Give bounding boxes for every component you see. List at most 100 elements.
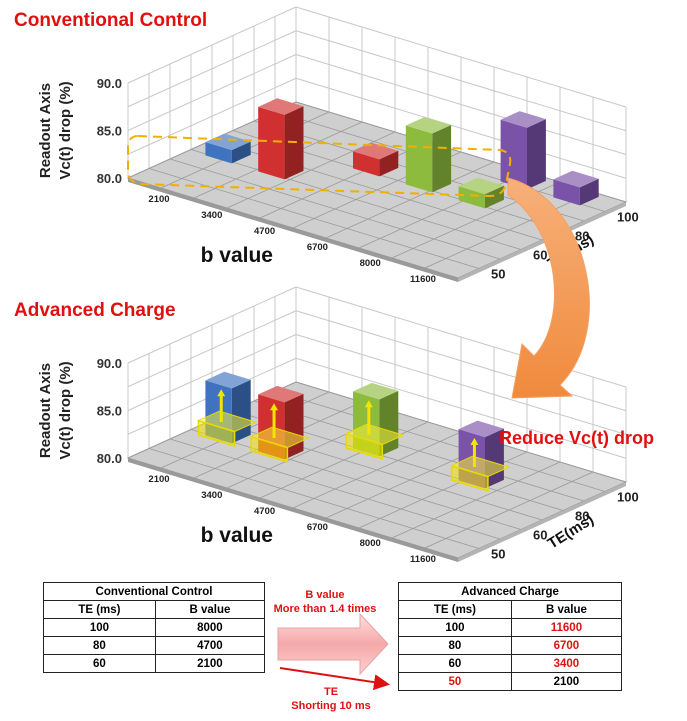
floor-gridline bbox=[148, 448, 480, 549]
z-tick-label: 50 bbox=[491, 267, 505, 282]
increase-arrowhead-icon bbox=[217, 389, 226, 397]
floor-edge bbox=[458, 202, 626, 282]
bar-front bbox=[205, 142, 232, 164]
bar bbox=[196, 371, 258, 447]
floor-gridline bbox=[190, 429, 522, 530]
bar-side bbox=[527, 119, 546, 190]
x-axis-title: b value bbox=[201, 244, 273, 267]
x-tick-label: 3400 bbox=[201, 490, 222, 501]
z-tick-label: 100 bbox=[617, 490, 639, 505]
y-tick-label: 80.0 bbox=[97, 171, 122, 186]
floor-gridline bbox=[148, 168, 480, 269]
floor-edge bbox=[128, 178, 458, 282]
advanced-b-cell: 6700 bbox=[510, 636, 623, 655]
x-tick-label: 6700 bbox=[307, 522, 328, 533]
bar-top bbox=[205, 133, 251, 151]
table-row: 80 6700 bbox=[398, 636, 623, 655]
y-tick-label: 90.0 bbox=[97, 356, 122, 371]
bar bbox=[205, 133, 251, 164]
floor-gridline bbox=[169, 158, 501, 260]
bar-top bbox=[353, 142, 399, 160]
conventional-table: Conventional Control TE (ms) B value 100… bbox=[43, 582, 266, 673]
x-tick-label: 11600 bbox=[410, 274, 436, 285]
back-wall-gridline bbox=[295, 54, 627, 155]
bar-side bbox=[432, 125, 452, 193]
chart-annotations bbox=[127, 134, 590, 399]
bvalue-note: B value More than 1.4 times bbox=[262, 588, 388, 616]
chart2-title: Advanced Charge bbox=[14, 300, 176, 321]
x-tick-label: 8000 bbox=[360, 538, 381, 549]
chart2: 80.0 85.0 90.0 Readout Axis Vc(t) drop (%) 21… bbox=[37, 286, 639, 565]
bar bbox=[405, 117, 452, 193]
baseline-highlight-top bbox=[196, 410, 258, 433]
bar-top bbox=[258, 385, 304, 403]
conventional-b-cell: 2100 bbox=[154, 654, 266, 673]
bar-side bbox=[379, 150, 399, 177]
advanced-te-cell: 50 bbox=[398, 672, 512, 691]
z-tick-label: 50 bbox=[491, 547, 505, 562]
bar bbox=[450, 420, 511, 492]
bar-top bbox=[553, 170, 599, 188]
z-tick-label: 60 bbox=[533, 528, 547, 543]
z-tick-label: 60 bbox=[533, 248, 547, 263]
back-wall-gridline bbox=[295, 77, 627, 179]
advanced-te-cell: 100 bbox=[398, 618, 512, 637]
conventional-col-te: TE (ms) bbox=[43, 600, 156, 619]
back-wall-gridline bbox=[295, 334, 627, 435]
y-tick-label: 90.0 bbox=[97, 76, 122, 91]
increase-arrowhead-icon bbox=[270, 403, 278, 411]
bar-side bbox=[579, 178, 599, 206]
back-wall-gridline bbox=[295, 6, 627, 108]
side-wall-gridline bbox=[127, 310, 297, 388]
floor-gridline bbox=[169, 438, 501, 540]
floor-gridline bbox=[253, 400, 585, 502]
bar-side bbox=[231, 141, 251, 164]
side-wall-gridline bbox=[127, 6, 297, 84]
floor-gridline bbox=[190, 149, 522, 250]
y-axis-title-line1: Readout Axis bbox=[37, 363, 54, 458]
bar-top bbox=[205, 371, 251, 389]
y-tick-label: 80.0 bbox=[97, 451, 122, 466]
advanced-b-cell: 3400 bbox=[510, 654, 623, 673]
bvalue-note-line2: More than 1.4 times bbox=[273, 603, 377, 615]
bar-front bbox=[405, 125, 433, 193]
bar bbox=[249, 385, 310, 463]
x-tick-label: 4700 bbox=[254, 226, 275, 237]
bar-top bbox=[458, 177, 504, 195]
te-note: TE Shorting 10 ms bbox=[268, 685, 394, 713]
chart1: 80.0 85.0 90.0 Readout Axis Vc(t) drop (%) 21… bbox=[37, 6, 639, 285]
x-tick-label: 8000 bbox=[360, 258, 381, 269]
table-row: 60 2100 bbox=[43, 654, 266, 673]
bar-front bbox=[258, 106, 285, 180]
y-axis-title: Readout Axis Vc(t) drop (%) bbox=[37, 81, 74, 179]
highlight-region bbox=[127, 134, 512, 198]
advanced-table-title: Advanced Charge bbox=[398, 582, 622, 601]
curved-arrow-icon bbox=[507, 177, 590, 399]
table-row: 100 11600 bbox=[398, 618, 623, 637]
advanced-te-cell: 60 bbox=[398, 654, 512, 673]
x-tick-label: 2100 bbox=[148, 474, 169, 485]
advanced-te-cell: 80 bbox=[398, 636, 512, 655]
x-axis-title: b value bbox=[201, 524, 273, 547]
increase-arrowhead-icon bbox=[470, 437, 479, 445]
y-axis-title-line2: Vc(t) drop (%) bbox=[57, 361, 74, 459]
charts-canvas: 80.0 85.0 90.0 Readout Axis Vc(t) drop (%) 21… bbox=[37, 6, 639, 565]
x-tick-label: 4700 bbox=[254, 506, 275, 517]
bar bbox=[500, 111, 546, 190]
floor-edge bbox=[128, 458, 458, 562]
baseline-highlight-top bbox=[249, 426, 310, 449]
middle-arrows bbox=[277, 612, 390, 691]
te-arrow-icon bbox=[279, 667, 390, 691]
z-tick-label: 80 bbox=[575, 509, 589, 524]
bar-front bbox=[500, 119, 527, 190]
bar-front bbox=[553, 179, 580, 206]
chart1-title: Conventional Control bbox=[14, 10, 208, 31]
x-tick-label: 3400 bbox=[201, 210, 222, 221]
y-tick-label: 85.0 bbox=[97, 124, 122, 139]
advanced-b-cell: 2100 bbox=[510, 672, 623, 691]
bar-top bbox=[258, 98, 304, 115]
bar-top bbox=[458, 420, 504, 438]
bar bbox=[353, 142, 399, 177]
advanced-table: Advanced Charge TE (ms) B value 100 1160… bbox=[398, 582, 623, 691]
